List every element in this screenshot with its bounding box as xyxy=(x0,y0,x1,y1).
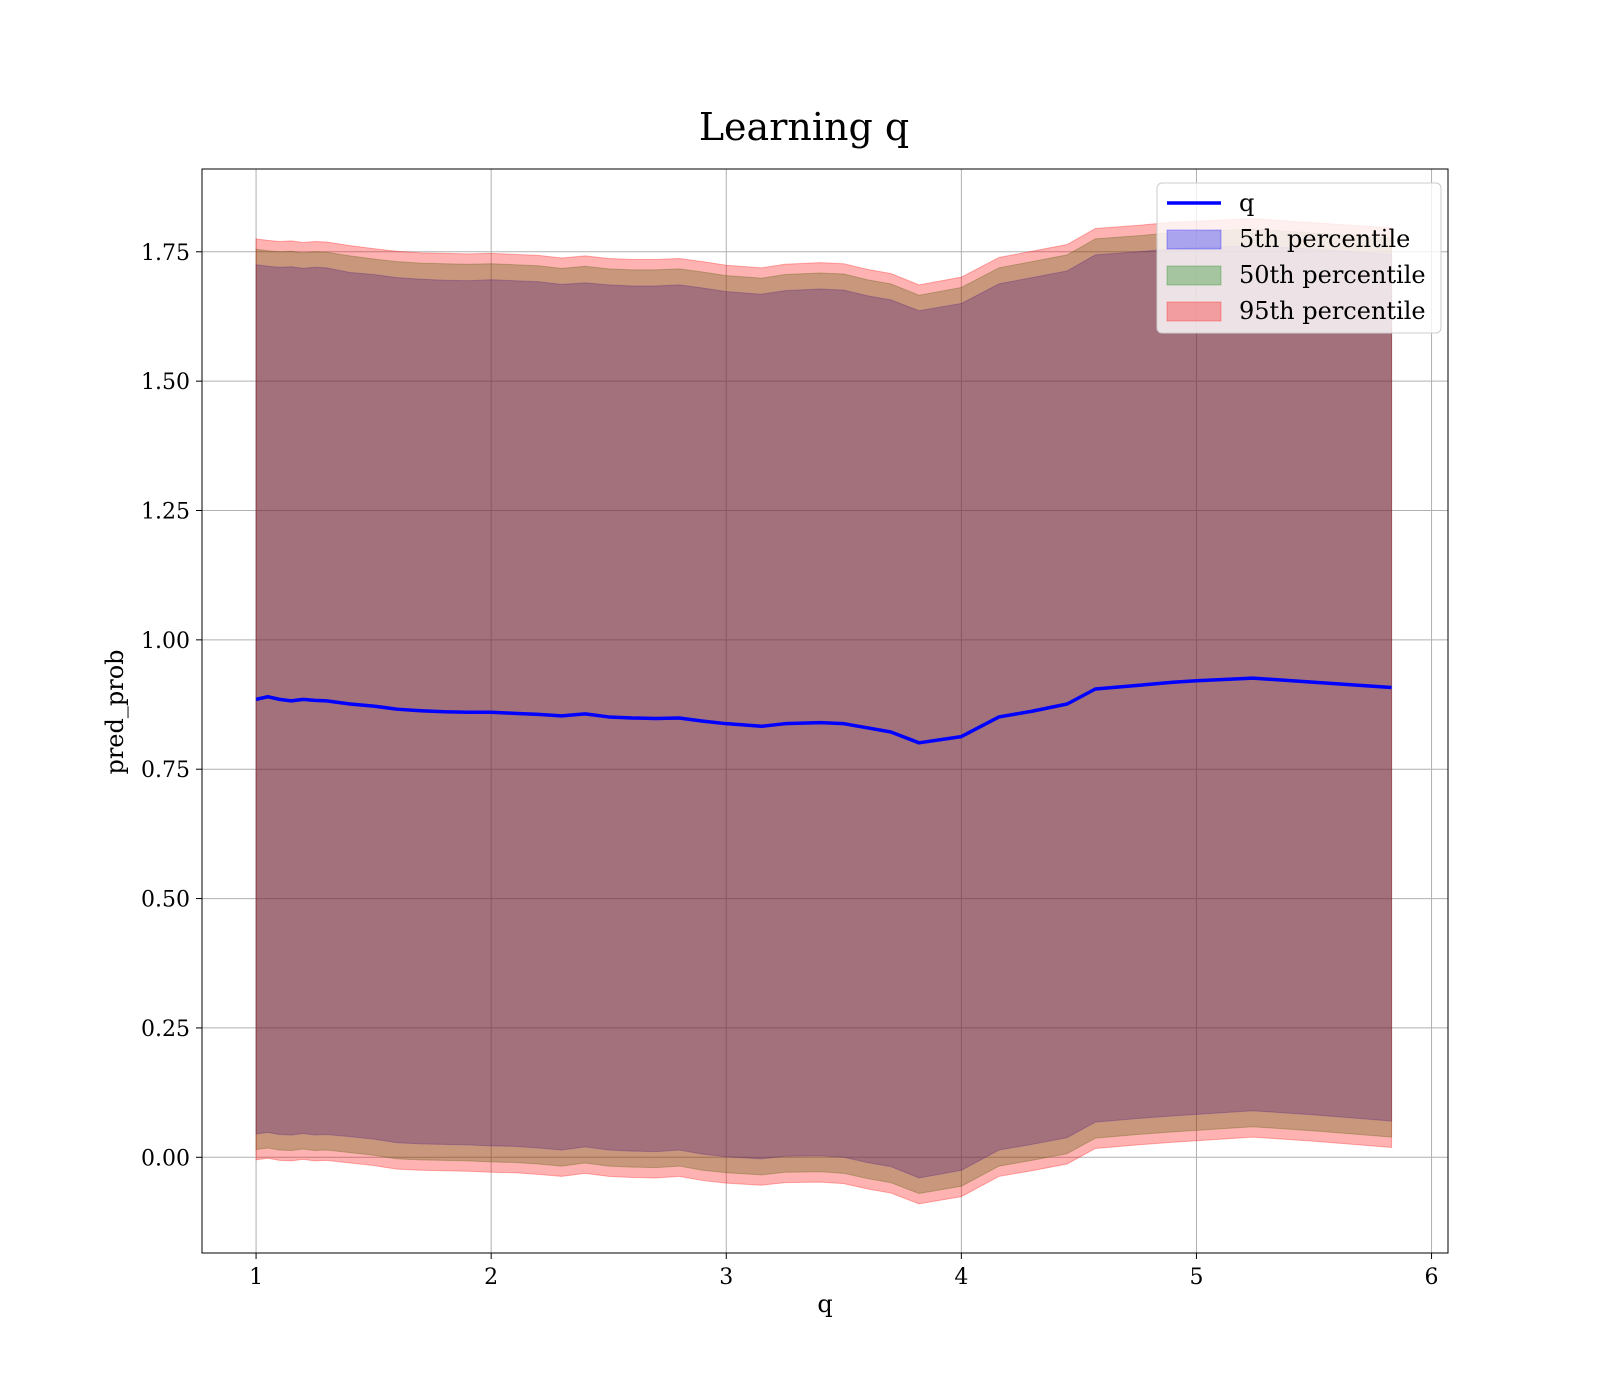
legend-label-50th-percentile: 50th percentile xyxy=(1239,261,1426,289)
legend: q 5th percentile 50th percentile 95th perce… xyxy=(1156,182,1442,334)
x-axis-title: q xyxy=(817,1290,832,1318)
chart-title: Learning q xyxy=(699,105,909,149)
legend-label-95th-percentile: 95th percentile xyxy=(1239,297,1426,325)
y-tick-label: 0.25 xyxy=(141,1017,190,1042)
q-line-layer xyxy=(255,676,1392,745)
x-tick-label: 2 xyxy=(484,1265,498,1290)
legend-box xyxy=(1156,182,1442,334)
line-q xyxy=(255,676,1392,745)
y-tick-label: 0.00 xyxy=(141,1146,190,1171)
x-tick-label: 6 xyxy=(1425,1265,1439,1290)
x-tick-label: 3 xyxy=(719,1265,733,1290)
legend-swatch-95th-percentile xyxy=(1166,301,1222,322)
band-50th-percentile xyxy=(255,228,1393,1195)
legend-label-q: q xyxy=(1239,189,1254,217)
y-tick-label: 1.00 xyxy=(141,629,190,654)
x-tick-label: 1 xyxy=(249,1265,263,1290)
plot-frame xyxy=(201,168,1449,1254)
x-tick-label: 5 xyxy=(1189,1265,1203,1290)
band-95th-percentile xyxy=(255,218,1393,1205)
band-5th-percentile xyxy=(255,245,1393,1179)
y-tick-label: 1.50 xyxy=(141,370,190,395)
legend-swatch-50th-percentile xyxy=(1166,265,1222,286)
y-tick-label: 0.75 xyxy=(141,758,190,783)
legend-swatch-5th-percentile xyxy=(1166,229,1222,250)
y-axis-title: pred_prob xyxy=(101,649,129,774)
y-tick-label: 1.75 xyxy=(141,241,190,266)
axis-ticks: 1 2 3 4 5 6 0.00 0.25 0.50 0.75 1.00 1.25 1.50 1.75 xyxy=(141,241,1439,1290)
x-tick-label: 4 xyxy=(954,1265,968,1290)
y-tick-label: 1.25 xyxy=(141,499,190,524)
grid xyxy=(202,169,1448,1253)
percentile-bands xyxy=(255,218,1393,1205)
y-tick-label: 0.50 xyxy=(141,888,190,913)
legend-label-5th-percentile: 5th percentile xyxy=(1239,225,1410,253)
